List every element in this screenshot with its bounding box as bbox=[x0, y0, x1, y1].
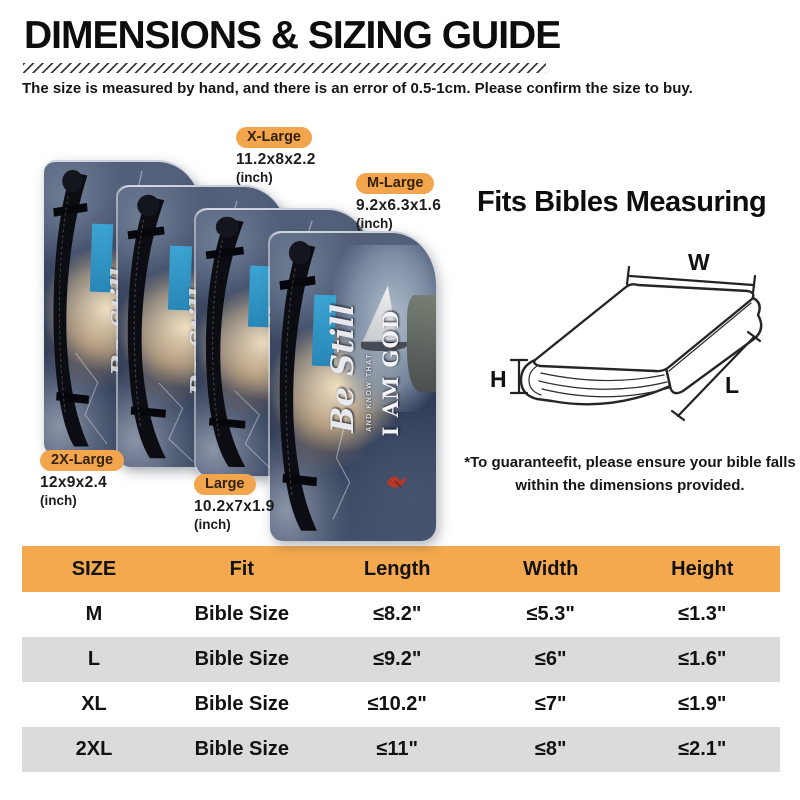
diagram-length-label: L bbox=[725, 372, 739, 398]
fit-section-heading: Fits Bibles Measuring bbox=[477, 186, 767, 218]
cell-height: ≤1.9" bbox=[678, 693, 727, 715]
size-table-header-row: SIZE Fit Length Width Height bbox=[22, 546, 780, 592]
cell-length: ≤8.2" bbox=[373, 603, 422, 625]
cell-fit: Bible Size bbox=[194, 648, 290, 670]
fit-guarantee-note: *To guaranteefit, please ensure your bib… bbox=[462, 451, 798, 498]
diagram-height-label: H bbox=[490, 366, 507, 392]
size-callout-x-large: X-Large 11.2x8x2.2 (inch) bbox=[236, 127, 316, 185]
book-measurement-diagram: W H L bbox=[490, 249, 763, 422]
size-pill: 2X-Large bbox=[40, 450, 125, 471]
size-callout-2x-large: 2X-Large 12x9x2.4 (inch) bbox=[40, 450, 125, 508]
fit-note-line2: within the dimensions provided. bbox=[515, 477, 745, 495]
size-dimensions: 10.2x7x1.9 bbox=[194, 498, 275, 515]
diagram-width-label: W bbox=[688, 249, 710, 275]
handle-strap bbox=[52, 169, 89, 447]
bible-cover-m-large-front: Be Still AND KNOW THAT I AM GOD bbox=[270, 231, 436, 541]
cell-width: ≤7" bbox=[534, 693, 567, 715]
cover-script-text: Be Still bbox=[324, 303, 361, 433]
size-dimensions: 12x9x2.4 bbox=[40, 474, 108, 491]
handle-strap bbox=[205, 217, 246, 468]
column-header-length: Length bbox=[363, 557, 431, 580]
sailboat-hull bbox=[360, 341, 407, 351]
size-unit: (inch) bbox=[236, 170, 273, 185]
lightning-texture bbox=[332, 417, 351, 520]
storm-sea-artwork bbox=[333, 245, 436, 412]
table-row-2xl: 2XL Bible Size ≤11" ≤8" ≤2.1" bbox=[22, 727, 780, 772]
size-dimensions: 11.2x8x2.2 bbox=[236, 151, 316, 168]
size-unit: (inch) bbox=[194, 517, 231, 532]
column-header-fit: Fit bbox=[229, 557, 255, 580]
cell-length: ≤10.2" bbox=[367, 693, 427, 715]
column-header-height: Height bbox=[671, 557, 734, 580]
cell-size: M bbox=[85, 603, 103, 625]
table-row-xl: XL Bible Size ≤10.2" ≤7" ≤1.9" bbox=[22, 682, 780, 727]
cover-small-text: AND KNOW THAT bbox=[366, 353, 374, 432]
hatch-divider bbox=[23, 63, 546, 73]
size-unit: (inch) bbox=[356, 216, 393, 231]
column-header-size: SIZE bbox=[71, 557, 117, 580]
cell-fit: Bible Size bbox=[194, 738, 290, 760]
cell-height: ≤1.3" bbox=[678, 603, 727, 625]
cell-length: ≤9.2" bbox=[373, 648, 422, 670]
size-pill: X-Large bbox=[236, 127, 312, 148]
table-row-l: L Bible Size ≤9.2" ≤6" ≤1.6" bbox=[22, 637, 780, 682]
table-row-m: M Bible Size ≤8.2" ≤5.3" ≤1.3" bbox=[22, 592, 780, 637]
cover-large-text: I AM GOD bbox=[377, 310, 403, 437]
cell-height: ≤2.1" bbox=[678, 738, 727, 760]
size-unit: (inch) bbox=[40, 493, 77, 508]
handle-strap bbox=[279, 241, 317, 531]
size-callout-m-large: M-Large 9.2x6.3x1.6 (inch) bbox=[356, 173, 441, 231]
cell-width: ≤8" bbox=[534, 738, 567, 760]
size-dimensions: 9.2x6.3x1.6 bbox=[356, 197, 442, 214]
fit-note-line1: *To guaranteefit, please ensure your bib… bbox=[464, 454, 796, 471]
cell-width: ≤5.3" bbox=[526, 603, 575, 625]
measurement-disclaimer: The size is measured by hand, and there … bbox=[22, 80, 693, 97]
size-pill: Large bbox=[194, 474, 256, 495]
cell-size: XL bbox=[81, 693, 107, 715]
column-header-width: Width bbox=[523, 557, 579, 580]
cell-size: L bbox=[87, 648, 101, 670]
rocky-cliff bbox=[407, 295, 436, 392]
page-title: DIMENSIONS & SIZING GUIDE bbox=[24, 14, 561, 57]
handle-strap bbox=[127, 194, 167, 458]
cell-length: ≤11" bbox=[376, 738, 418, 760]
cell-fit: Bible Size bbox=[194, 693, 290, 715]
size-pill: M-Large bbox=[356, 173, 435, 194]
red-bird-artwork bbox=[387, 476, 408, 488]
size-callout-large: Large 10.2x7x1.9 (inch) bbox=[194, 474, 275, 532]
cell-height: ≤1.6" bbox=[678, 648, 727, 670]
cell-size: 2XL bbox=[75, 738, 113, 760]
size-table: SIZE Fit Length Width Height M Bible Siz… bbox=[22, 546, 780, 772]
cell-width: ≤6" bbox=[534, 648, 567, 670]
cell-fit: Bible Size bbox=[194, 603, 290, 625]
